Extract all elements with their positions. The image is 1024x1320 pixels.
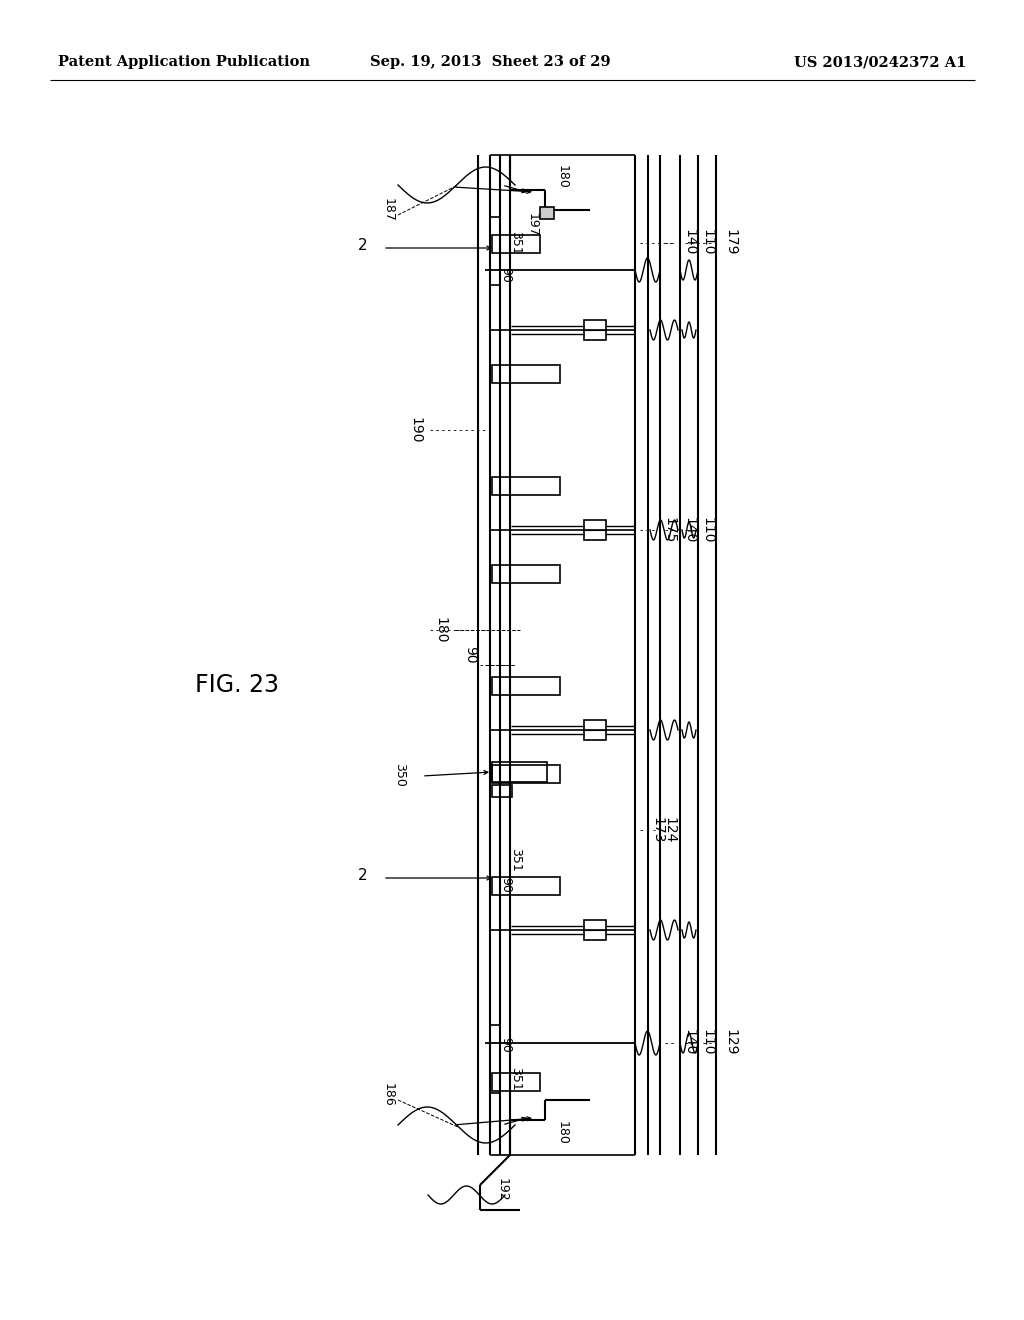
Text: 110: 110 [700,230,714,256]
Text: 197: 197 [525,213,539,236]
Text: 180: 180 [555,165,568,189]
Bar [492,366,560,383]
Bar [492,677,560,696]
Bar [584,719,606,741]
Text: 90: 90 [500,876,512,892]
Text: 180: 180 [433,616,447,643]
Text: 90: 90 [500,1038,512,1053]
Text: 179: 179 [723,230,737,256]
Text: 2: 2 [358,238,368,252]
Bar [492,565,560,583]
Text: 187: 187 [382,198,394,222]
Text: 140: 140 [682,230,696,256]
Bar [584,920,606,940]
Text: 186: 186 [382,1084,394,1107]
Bar [540,207,554,219]
Bar [492,876,560,895]
Bar [492,235,540,253]
Text: 124: 124 [662,817,676,843]
Text: US 2013/0242372 A1: US 2013/0242372 A1 [794,55,966,69]
Bar [492,785,512,797]
Text: 350: 350 [393,763,407,787]
Text: FIG. 23: FIG. 23 [195,673,279,697]
Bar [492,477,560,495]
Text: 180: 180 [555,1121,568,1144]
Bar [584,520,606,540]
Text: 351: 351 [510,849,522,873]
Bar [492,766,560,783]
Text: Patent Application Publication: Patent Application Publication [58,55,310,69]
Text: 110: 110 [700,1030,714,1056]
Text: 90: 90 [500,267,512,282]
Bar [492,1073,540,1092]
Text: 140: 140 [682,517,696,544]
Text: 351: 351 [510,231,522,255]
Text: 129: 129 [723,1030,737,1056]
Text: 173: 173 [650,817,664,843]
Text: Sep. 19, 2013  Sheet 23 of 29: Sep. 19, 2013 Sheet 23 of 29 [370,55,610,69]
Text: 140: 140 [682,1030,696,1056]
Text: 2: 2 [358,867,368,883]
Text: 90: 90 [463,647,477,664]
Text: 351: 351 [510,1067,522,1090]
Bar [584,319,606,341]
Text: 190: 190 [408,417,422,444]
Text: 110: 110 [700,516,714,544]
Text: 175: 175 [662,517,676,544]
Bar [492,762,547,781]
Text: 192: 192 [496,1179,509,1201]
